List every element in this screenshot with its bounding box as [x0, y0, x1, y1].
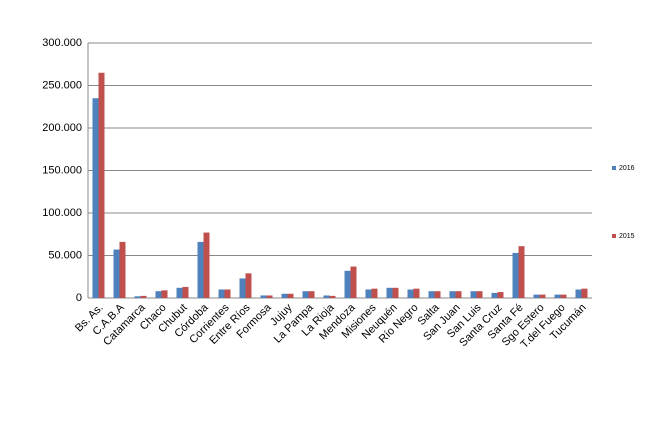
bar: [161, 290, 168, 298]
bar: [512, 252, 519, 298]
bar: [176, 287, 183, 298]
bar: [119, 241, 126, 298]
legend-swatch: [612, 166, 616, 170]
y-tick-label: 200.000: [42, 122, 82, 134]
bar: [371, 288, 378, 298]
bar: [497, 292, 504, 298]
bar: [581, 288, 588, 298]
bar: [428, 291, 435, 298]
bar: [203, 232, 210, 298]
y-tick-label: 300.000: [42, 37, 82, 49]
bar: [287, 293, 294, 298]
bar: [407, 289, 414, 298]
bar: [224, 289, 231, 298]
bar: [344, 270, 351, 298]
bar: [365, 289, 372, 298]
bar: [476, 291, 483, 298]
bar: [455, 291, 462, 298]
bar: [575, 289, 582, 298]
bar: [491, 292, 498, 298]
bar: [302, 291, 309, 298]
bar: [434, 291, 441, 298]
bar: [134, 296, 141, 298]
bar: [98, 72, 105, 298]
y-tick-label: 250.000: [42, 79, 82, 91]
bar: [239, 278, 246, 298]
y-tick-label: 150.000: [42, 164, 82, 176]
bar: [533, 294, 540, 298]
y-tick-label: 50.000: [48, 249, 82, 261]
bar: [218, 289, 225, 298]
bar: [329, 295, 336, 298]
bar: [245, 273, 252, 298]
bar: [281, 293, 288, 298]
bar: [386, 287, 393, 298]
bar: [554, 294, 561, 298]
bar: [413, 288, 420, 298]
bar: [182, 286, 189, 298]
bar: [92, 98, 99, 298]
bar: [518, 246, 525, 298]
bar: [113, 249, 120, 298]
bar: [560, 294, 567, 298]
bar: [140, 295, 147, 298]
bar: [197, 241, 204, 298]
legend-label: 2015: [619, 233, 635, 240]
bar: [449, 291, 456, 298]
bar: [470, 291, 477, 298]
legend-label: 2016: [619, 165, 635, 172]
legend-swatch: [612, 234, 616, 238]
bar: [323, 295, 330, 298]
bar: [260, 295, 267, 298]
bar: [266, 295, 273, 298]
bar: [350, 266, 357, 298]
bar: [539, 294, 546, 298]
y-tick-label: 0: [76, 292, 82, 304]
bar: [392, 287, 399, 298]
bar: [155, 291, 162, 298]
bar: [308, 291, 315, 298]
y-tick-label: 100.000: [42, 207, 82, 219]
